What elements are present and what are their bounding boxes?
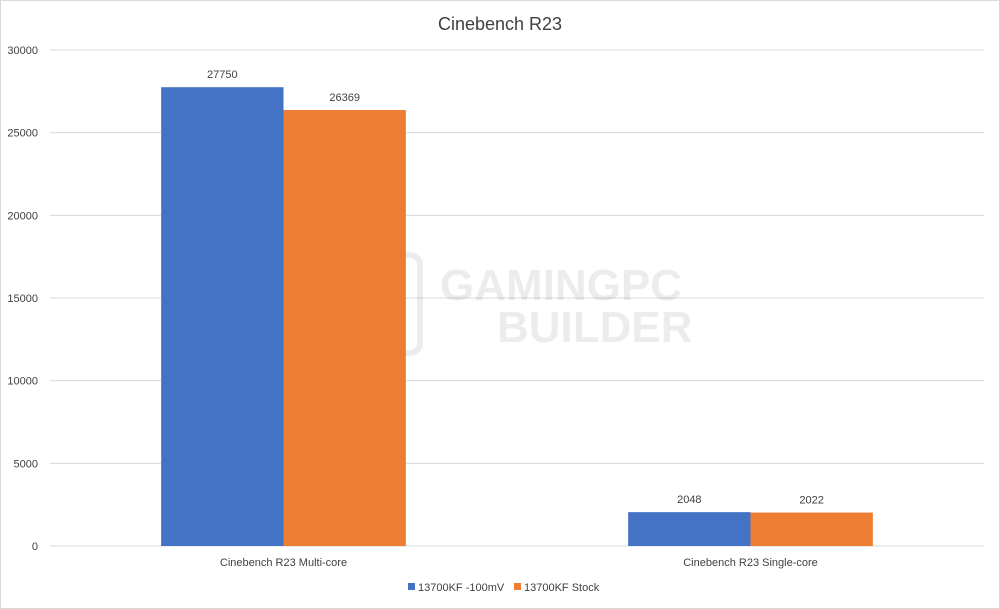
data-label: 2048 <box>677 494 701 506</box>
y-tick-label: 25000 <box>7 128 38 140</box>
legend-swatch <box>408 583 415 590</box>
y-tick-label: 20000 <box>7 210 38 222</box>
y-tick-label: 5000 <box>14 458 38 470</box>
watermark-line2: BUILDER <box>497 303 693 352</box>
y-tick-label: 0 <box>32 541 38 553</box>
y-tick-label: 30000 <box>7 45 38 57</box>
bar <box>628 512 751 546</box>
data-label: 26369 <box>329 92 360 104</box>
x-category-label: Cinebench R23 Multi-core <box>220 557 347 569</box>
bar <box>750 512 873 546</box>
watermark-line1: GAMINGPC <box>440 261 682 310</box>
data-labels: 27750 26369 2048 2022 <box>207 69 824 506</box>
y-axis: 0 5000 10000 15000 20000 25000 30000 <box>7 45 38 553</box>
legend-label: 13700KF -100mV <box>418 582 505 594</box>
x-axis: Cinebench R23 Multi-core Cinebench R23 Si… <box>220 557 818 569</box>
chart-title: Cinebench R23 <box>438 14 562 34</box>
bar <box>283 110 406 546</box>
y-tick-label: 15000 <box>7 293 38 305</box>
legend-swatch <box>514 583 521 590</box>
bars <box>161 87 873 546</box>
bar <box>161 87 284 546</box>
legend: 13700KF -100mV 13700KF Stock <box>408 582 600 594</box>
x-category-label: Cinebench R23 Single-core <box>683 557 818 569</box>
legend-label: 13700KF Stock <box>524 582 600 594</box>
data-label: 27750 <box>207 69 238 81</box>
y-tick-label: 10000 <box>7 376 38 388</box>
data-label: 2022 <box>799 495 823 507</box>
